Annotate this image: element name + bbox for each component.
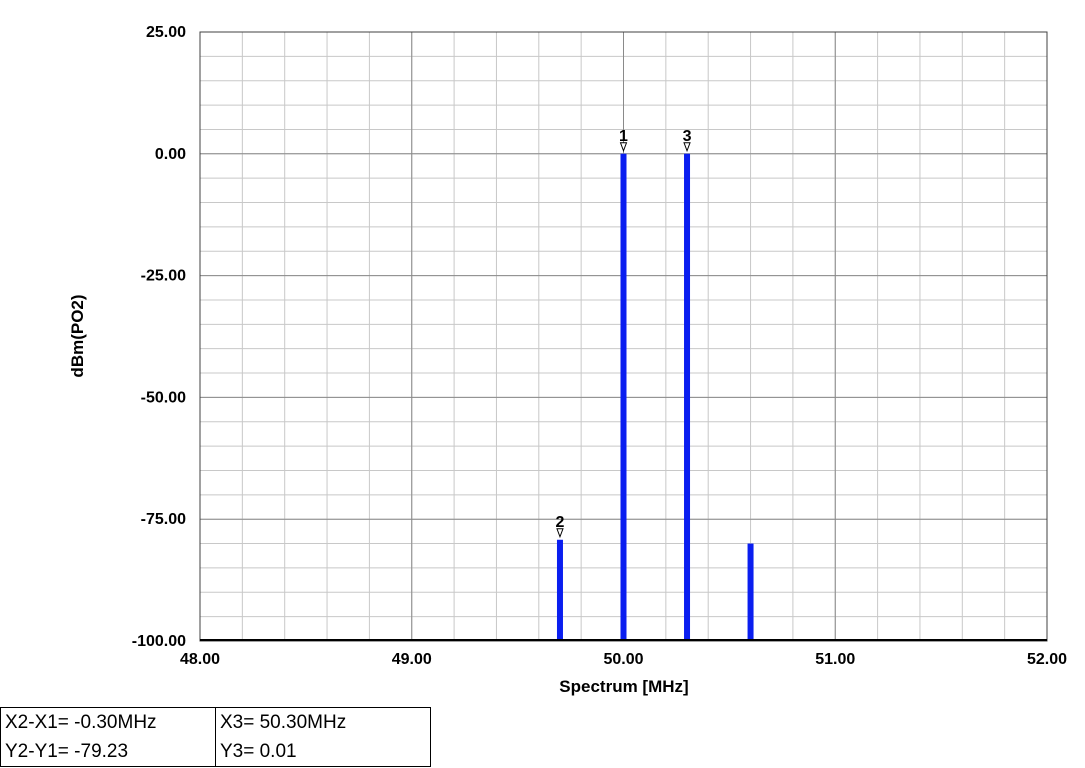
marker-3[interactable]: 3 <box>683 128 692 153</box>
spectrum-chart: 1 2 3 48.00 49.00 50.00 51.00 52.00 25.00 0.00 -2… <box>68 24 1067 696</box>
y-tick-label: 25.00 <box>146 24 186 41</box>
x-tick-label: 48.00 <box>180 651 220 668</box>
spectrum-bar <box>684 153 691 641</box>
marker-1[interactable]: 1 <box>619 128 628 153</box>
y-tick-label: -100.00 <box>132 633 186 650</box>
spectrum-bar <box>620 153 627 641</box>
marker-label: 1 <box>619 128 628 145</box>
x-tick-label: 51.00 <box>815 651 855 668</box>
delta-y-readout: Y2-Y1= -79.23 <box>5 740 129 762</box>
x-axis-label: Spectrum [MHz] <box>559 677 688 696</box>
x-tick-label: 50.00 <box>603 651 643 668</box>
x-tick-label: 49.00 <box>392 651 432 668</box>
axis-ticks: 48.00 49.00 50.00 51.00 52.00 25.00 0.00 -25.00… <box>132 24 1067 668</box>
delta-readout: X2-X1= -0.30MHz Y2-Y1= -79.23 <box>1 708 216 766</box>
marker3-readout: X3= 50.30MHz Y3= 0.01 <box>216 708 430 766</box>
marker-triangle-icon <box>556 528 564 539</box>
marker-label: 2 <box>556 514 565 531</box>
delta-x-readout: X2-X1= -0.30MHz <box>5 711 157 733</box>
marker-group: 1 2 3 <box>556 128 692 539</box>
y-tick-label: -50.00 <box>141 389 186 406</box>
x-tick-label: 52.00 <box>1027 651 1067 668</box>
spectrum-bar <box>556 539 563 641</box>
y3-readout: Y3= 0.01 <box>220 740 297 762</box>
x3-readout: X3= 50.30MHz <box>220 711 347 733</box>
spectrum-bar <box>747 543 754 641</box>
y-tick-label: 0.00 <box>155 146 186 163</box>
y-axis-label: dBm(PO2) <box>68 294 87 377</box>
marker-2[interactable]: 2 <box>556 514 565 539</box>
y-tick-label: -25.00 <box>141 268 186 285</box>
y-tick-label: -75.00 <box>141 511 186 528</box>
marker-triangle-icon <box>683 142 691 153</box>
spectrum-bars <box>200 153 1047 641</box>
marker-readout-panel: X2-X1= -0.30MHz Y2-Y1= -79.23 X3= 50.30M… <box>0 707 431 767</box>
marker-label: 3 <box>683 128 692 145</box>
marker-triangle-icon <box>619 142 628 153</box>
